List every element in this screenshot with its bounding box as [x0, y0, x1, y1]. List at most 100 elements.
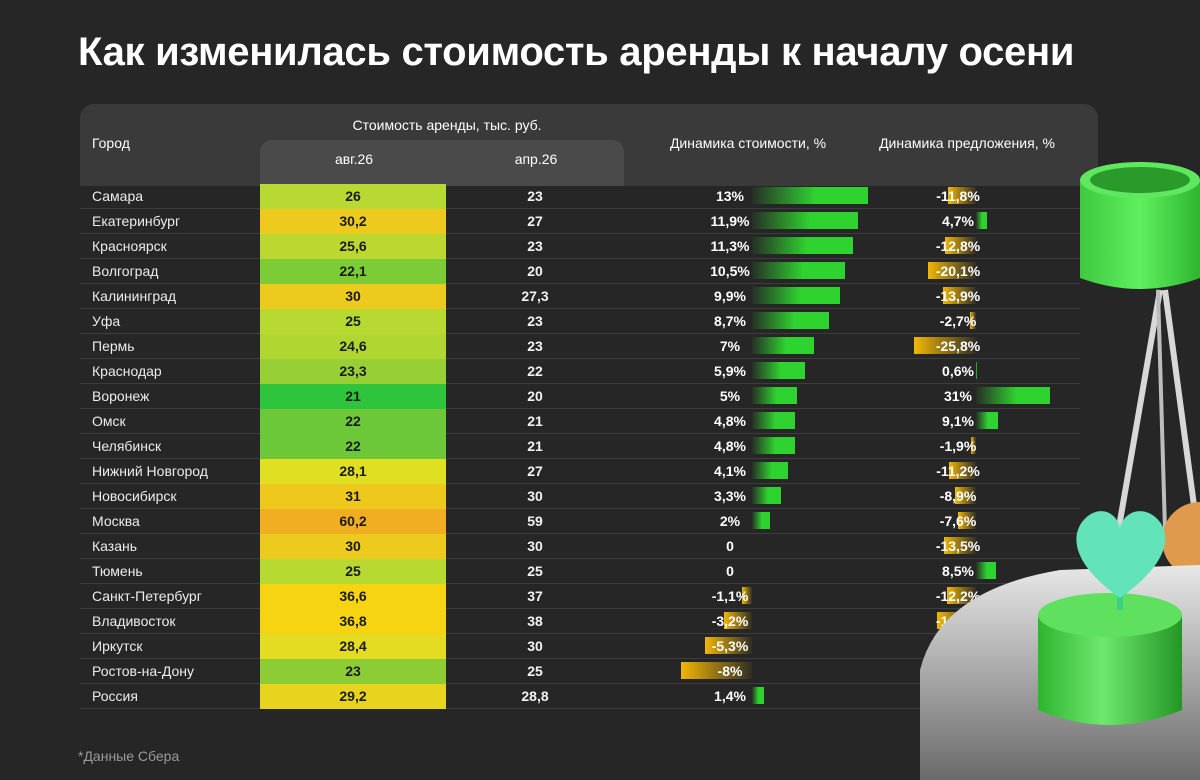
aug-cost-cell: 25 — [260, 309, 446, 334]
city-name: Уфа — [92, 313, 121, 329]
apr-cost-cell: 37 — [527, 588, 543, 604]
apr-cost-cell: 27 — [527, 463, 543, 479]
city-name: Калининград — [92, 288, 177, 304]
price-dynamics-bar — [752, 387, 797, 404]
table-row: Уфа 25 23 8,7% -2,7% — [80, 309, 1080, 334]
table-row: Челябинск 22 21 4,8% -1,9% — [80, 434, 1080, 459]
supply-dynamics-value: -13,5% — [935, 538, 981, 554]
price-dynamics-value: 7% — [719, 338, 741, 354]
table-row: Омск 22 21 4,8% 9,1% — [80, 409, 1080, 434]
aug-cost-cell: 26 — [260, 184, 446, 209]
price-dynamics-bar — [752, 237, 853, 254]
price-dynamics-value: 11,3% — [710, 238, 750, 254]
rent-table: Самара 26 23 13% -11,8% Екатеринбург 30,2 27 11,… — [80, 184, 1110, 709]
apr-cost-cell: 27,3 — [521, 288, 549, 304]
aug-cost-cell: 30 — [260, 534, 446, 559]
city-name: Пермь — [92, 338, 135, 354]
supply-dynamics-value: -7,6% — [939, 513, 977, 529]
supply-dynamics-bar — [971, 437, 976, 454]
price-dynamics-bar — [704, 637, 752, 654]
city-name: Краснодар — [92, 363, 162, 379]
city-name: Нижний Новгород — [92, 463, 208, 479]
decor-illustration — [920, 162, 1200, 780]
table-row: Калининград 30 27,3 9,9% -13,9% — [80, 284, 1080, 309]
aug-cost-cell: 22,1 — [260, 259, 446, 284]
aug-cost-cell: 25,6 — [260, 234, 446, 259]
table-row: Воронеж 21 20 5% 31% — [80, 384, 1080, 409]
price-dynamics-value: 10,5% — [710, 263, 750, 279]
price-dynamics-value: -8% — [717, 663, 743, 679]
price-dynamics-bar — [723, 612, 752, 629]
city-name: Санкт-Петербург — [92, 588, 202, 604]
city-name: Москва — [92, 513, 140, 529]
aug-cost-cell: 28,1 — [260, 459, 446, 484]
price-dynamics-value: -1,1% — [711, 588, 749, 604]
price-dynamics-bar — [752, 487, 782, 504]
city-name: Екатеринбург — [92, 213, 181, 229]
price-dynamics-value: 2% — [719, 513, 741, 529]
aug-cost-cell: 30 — [260, 284, 446, 309]
supply-dynamics-bar — [942, 287, 976, 304]
aug-cost-cell: 22 — [260, 434, 446, 459]
aug-cost-cell: 31 — [260, 484, 446, 509]
apr-cost-cell: 23 — [527, 338, 543, 354]
supply-dynamics-value: -11,2% — [936, 463, 980, 479]
supply-dynamics-bar — [947, 187, 976, 204]
aug-cost-cell: 23 — [260, 659, 446, 684]
table-row: Тюмень 25 25 0 8,5% — [80, 559, 1080, 584]
city-name: Ростов-на-Дону — [92, 663, 194, 679]
apr-column-header: апр.26 — [514, 151, 558, 167]
table-row: Новосибирск 31 30 3,3% -8,9% — [80, 484, 1080, 509]
price-dynamics-bar — [752, 212, 858, 229]
supply-dynamics-bar — [943, 537, 976, 554]
price-dynamics-bar — [752, 512, 770, 529]
aug-cost-cell: 24,6 — [260, 334, 446, 359]
page-title: Как изменилась стоимость аренды к началу… — [78, 30, 1075, 74]
supply-dynamics-bar — [954, 487, 976, 504]
city-name: Волгоград — [92, 263, 159, 279]
aug-cost-cell: 60,2 — [260, 509, 446, 534]
apr-cost-cell: 30 — [527, 488, 543, 504]
city-name: Красноярск — [92, 238, 167, 254]
month-columns-header — [260, 140, 624, 186]
apr-cost-cell: 28,8 — [521, 688, 549, 704]
city-name: Казань — [92, 538, 138, 554]
price-dynamics-bar — [680, 662, 752, 679]
apr-cost-cell: 38 — [527, 613, 543, 629]
apr-cost-cell: 21 — [527, 413, 543, 429]
price-dynamics-bar — [752, 287, 841, 304]
price-dynamics-value: 0 — [726, 538, 734, 554]
apr-cost-cell: 20 — [527, 388, 543, 404]
table-row: Казань 30 30 0 -13,5% — [80, 534, 1080, 559]
supply-dynamics-value: -8,9% — [939, 488, 977, 504]
supply-dynamics-value: 31% — [943, 388, 973, 404]
aug-column-header: авг.26 — [334, 151, 374, 167]
price-dynamics-value: 8,7% — [714, 313, 746, 329]
supply-dynamics-bar — [949, 462, 976, 479]
apr-cost-cell: 30 — [527, 638, 543, 654]
city-name: Тюмень — [92, 563, 143, 579]
price-dynamics-bar — [742, 587, 752, 604]
supply-dynamics-column-header: Динамика предложения, % — [879, 135, 1055, 151]
table-row: Волгоград 22,1 20 10,5% -20,1% — [80, 259, 1080, 284]
supply-dynamics-bar — [976, 412, 998, 429]
table-row: Самара 26 23 13% -11,8% — [80, 184, 1080, 209]
aug-cost-cell: 22 — [260, 409, 446, 434]
supply-dynamics-bar — [957, 512, 976, 529]
table-row: Санкт-Петербург 36,6 37 -1,1% -12,2% — [80, 584, 1080, 609]
supply-dynamics-value: -12,2% — [935, 588, 981, 604]
table-row: Екатеринбург 30,2 27 11,9% 4,7% — [80, 209, 1080, 234]
supply-dynamics-bar — [976, 212, 988, 229]
supply-dynamics-value: -12,8% — [935, 238, 981, 254]
city-name: Владивосток — [92, 613, 176, 629]
supply-dynamics-bar — [976, 362, 978, 379]
price-dynamics-bar — [752, 412, 795, 429]
aug-cost-cell: 25 — [260, 559, 446, 584]
supply-dynamics-value: 0,6% — [942, 363, 974, 379]
table-row: Красноярск 25,6 23 11,3% -12,8% — [80, 234, 1080, 259]
supply-dynamics-bar — [976, 562, 997, 579]
source-note: *Данные Сбера — [78, 748, 180, 764]
apr-cost-cell: 25 — [527, 563, 543, 579]
supply-dynamics-value: -13,9% — [935, 288, 981, 304]
apr-cost-cell: 23 — [527, 238, 543, 254]
